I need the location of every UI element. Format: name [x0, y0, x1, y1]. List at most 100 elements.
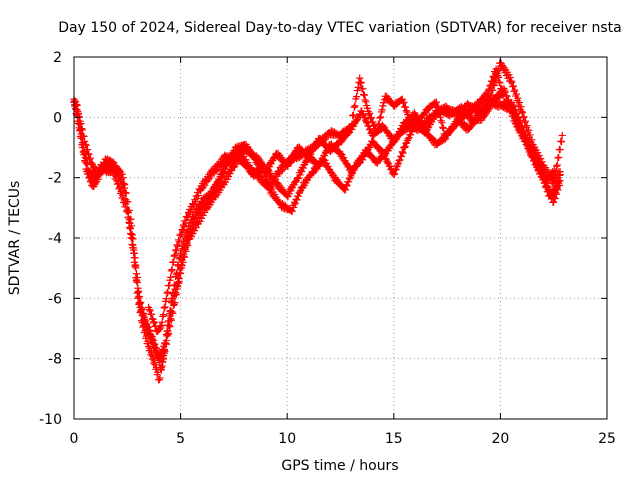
data-point — [550, 198, 558, 206]
data-point — [283, 158, 291, 167]
trace-marker — [125, 215, 133, 223]
trace-marker — [131, 254, 139, 262]
axis-ticks — [73, 56, 608, 420]
data-point — [356, 74, 364, 82]
x-tick-label: 15 — [385, 431, 403, 447]
data-point — [379, 122, 387, 130]
trace-marker — [120, 179, 128, 188]
data-point — [183, 213, 191, 221]
data-point — [432, 140, 441, 149]
data-point — [157, 364, 166, 372]
data-point — [249, 171, 257, 179]
trace-marker — [118, 170, 126, 178]
trace-marker — [486, 82, 494, 90]
trace-marker — [497, 84, 506, 93]
data-point — [507, 77, 515, 85]
trace-marker — [83, 145, 92, 154]
trace-marker — [82, 141, 90, 149]
trace-marker — [183, 239, 191, 248]
trace-marker — [525, 137, 533, 146]
data-point — [336, 137, 345, 146]
data-point — [490, 95, 498, 103]
trace-marker — [351, 102, 359, 110]
data-point — [170, 300, 178, 308]
trace-marker — [503, 92, 511, 100]
trace-marker — [78, 126, 86, 134]
trace-marker — [172, 247, 180, 255]
trace-marker — [554, 186, 562, 194]
chart-title: Day 150 of 2024, Sidereal Day-to-day VTE… — [58, 20, 621, 36]
trace-marker — [165, 281, 173, 290]
trace-marker — [147, 331, 155, 339]
data-point — [145, 303, 153, 311]
trace-marker — [489, 86, 497, 94]
data-point — [221, 152, 229, 161]
trace-marker — [552, 190, 561, 198]
trace-marker — [142, 317, 150, 325]
data-point — [170, 252, 178, 260]
trace-marker — [184, 235, 193, 243]
data-point — [258, 165, 266, 173]
x-axis-label: GPS time / hours — [281, 458, 398, 474]
data-point — [168, 294, 176, 302]
trace-marker — [555, 153, 563, 162]
trace-marker — [404, 135, 412, 143]
trace-marker — [488, 100, 497, 108]
trace-marker — [352, 93, 361, 101]
trace-marker — [122, 200, 130, 208]
data-point — [407, 119, 415, 127]
trace-marker — [145, 327, 153, 335]
data-point — [552, 168, 560, 176]
trace-marker — [375, 120, 383, 128]
trace-marker — [194, 191, 202, 200]
trace-marker — [363, 104, 372, 112]
trace-marker — [129, 244, 138, 252]
data-point — [464, 125, 473, 133]
trace-marker — [181, 219, 190, 227]
data-point — [543, 174, 551, 182]
data-point — [383, 146, 392, 155]
data-point — [347, 122, 355, 130]
trace-marker — [533, 153, 541, 162]
trace-marker — [173, 285, 181, 293]
trace-marker — [176, 269, 184, 277]
data-point — [113, 177, 121, 185]
data-point — [174, 279, 183, 287]
data-point — [100, 165, 108, 173]
trace-marker — [120, 181, 129, 189]
data-point — [447, 110, 455, 118]
trace-marker — [439, 123, 447, 131]
data-point — [155, 355, 163, 363]
data-point — [208, 168, 217, 176]
data-point — [181, 243, 189, 251]
trace-marker — [193, 214, 201, 222]
trace-marker — [483, 92, 491, 100]
trace-marker — [177, 269, 185, 278]
trace-marker — [86, 154, 94, 162]
trace-marker — [493, 68, 501, 76]
data-point — [162, 339, 170, 348]
data-point — [132, 261, 140, 269]
trace-marker — [219, 169, 227, 177]
trace-marker — [81, 158, 89, 166]
trace-marker — [120, 196, 128, 204]
trace-marker — [434, 104, 442, 112]
trace-marker — [498, 91, 506, 99]
trace-marker — [166, 323, 174, 331]
trace-marker — [134, 284, 142, 292]
trace-marker — [147, 310, 156, 319]
trace-marker — [518, 108, 527, 117]
data-point — [228, 158, 236, 167]
data-point — [469, 116, 477, 124]
data-point — [149, 315, 157, 324]
trace-marker — [401, 143, 409, 151]
trace-marker — [172, 246, 180, 254]
trace-marker — [487, 81, 495, 89]
data-point — [336, 149, 345, 158]
trace-marker — [523, 122, 531, 130]
data-point — [381, 92, 389, 100]
x-tick-label: 20 — [491, 431, 509, 447]
y-tick-label: -8 — [48, 352, 62, 368]
trace-marker — [405, 114, 413, 123]
trace-marker — [186, 231, 194, 239]
